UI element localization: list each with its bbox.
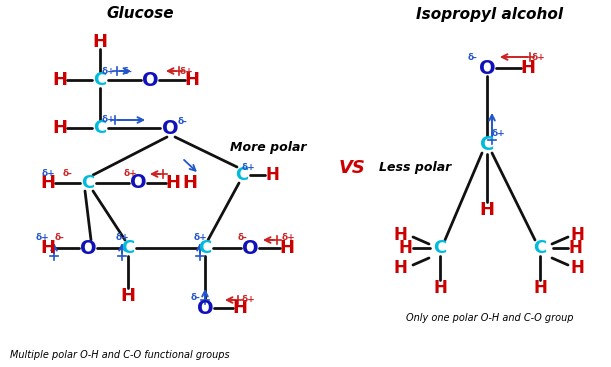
Text: H: H <box>185 71 200 89</box>
Text: δ+: δ+ <box>193 233 207 243</box>
Text: δ+: δ+ <box>241 163 255 171</box>
Text: Only one polar O-H and C-O group: Only one polar O-H and C-O group <box>406 313 574 323</box>
Text: Multiple polar O-H and C-O functional groups: Multiple polar O-H and C-O functional gr… <box>10 350 230 360</box>
Text: C: C <box>235 166 249 184</box>
Text: H: H <box>570 259 584 277</box>
Text: O: O <box>197 298 213 317</box>
Text: δ+: δ+ <box>281 233 295 243</box>
Text: C: C <box>480 135 494 155</box>
Text: O: O <box>162 119 178 138</box>
Text: H: H <box>166 174 180 192</box>
Text: O: O <box>478 58 496 77</box>
Text: Less polar: Less polar <box>379 161 451 174</box>
Text: H: H <box>53 119 67 137</box>
Text: δ-: δ- <box>238 233 248 243</box>
Text: δ+: δ+ <box>35 233 49 241</box>
Text: C: C <box>93 71 107 89</box>
Text: H: H <box>265 166 279 184</box>
Text: Glucose: Glucose <box>106 7 174 22</box>
Text: H: H <box>183 174 197 192</box>
Text: δ+: δ+ <box>179 66 193 76</box>
Text: H: H <box>480 201 494 219</box>
Text: δ+: δ+ <box>241 295 255 305</box>
Text: More polar: More polar <box>230 142 306 155</box>
Text: δ+: δ+ <box>531 52 545 62</box>
Text: C: C <box>81 174 95 192</box>
Text: O: O <box>242 239 258 258</box>
Text: H: H <box>40 174 56 192</box>
Text: δ-: δ- <box>468 52 478 62</box>
Text: δ-: δ- <box>63 168 73 178</box>
Text: δ+: δ+ <box>102 116 116 124</box>
Text: O: O <box>79 239 97 258</box>
Text: H: H <box>393 259 407 277</box>
Text: δ+: δ+ <box>123 168 137 178</box>
Text: H: H <box>279 239 295 257</box>
Text: C: C <box>433 239 447 257</box>
Text: C: C <box>93 119 107 137</box>
Text: C: C <box>533 239 547 257</box>
Text: δ+: δ+ <box>491 128 505 138</box>
Text: O: O <box>142 70 158 90</box>
Text: H: H <box>92 33 108 51</box>
Text: H: H <box>570 226 584 244</box>
Text: H: H <box>53 71 67 89</box>
Text: δ+: δ+ <box>41 168 55 178</box>
Text: H: H <box>521 59 535 77</box>
Text: H: H <box>233 299 247 317</box>
Text: H: H <box>533 279 547 297</box>
Text: δ+: δ+ <box>102 66 116 76</box>
Text: C: C <box>122 239 134 257</box>
Text: δ+: δ+ <box>115 233 129 243</box>
Text: H: H <box>40 239 56 257</box>
Text: δ-: δ- <box>191 294 201 302</box>
Text: H: H <box>433 279 447 297</box>
Text: O: O <box>130 174 146 193</box>
Text: δ-: δ- <box>55 233 65 241</box>
Text: H: H <box>398 239 412 257</box>
Text: δ-: δ- <box>123 66 133 76</box>
Text: δ-: δ- <box>178 117 188 127</box>
Text: C: C <box>199 239 211 257</box>
Text: H: H <box>393 226 407 244</box>
Text: VS: VS <box>338 159 365 177</box>
Text: Isopropyl alcohol: Isopropyl alcohol <box>417 7 563 22</box>
Text: H: H <box>568 239 582 257</box>
Text: H: H <box>120 287 136 305</box>
